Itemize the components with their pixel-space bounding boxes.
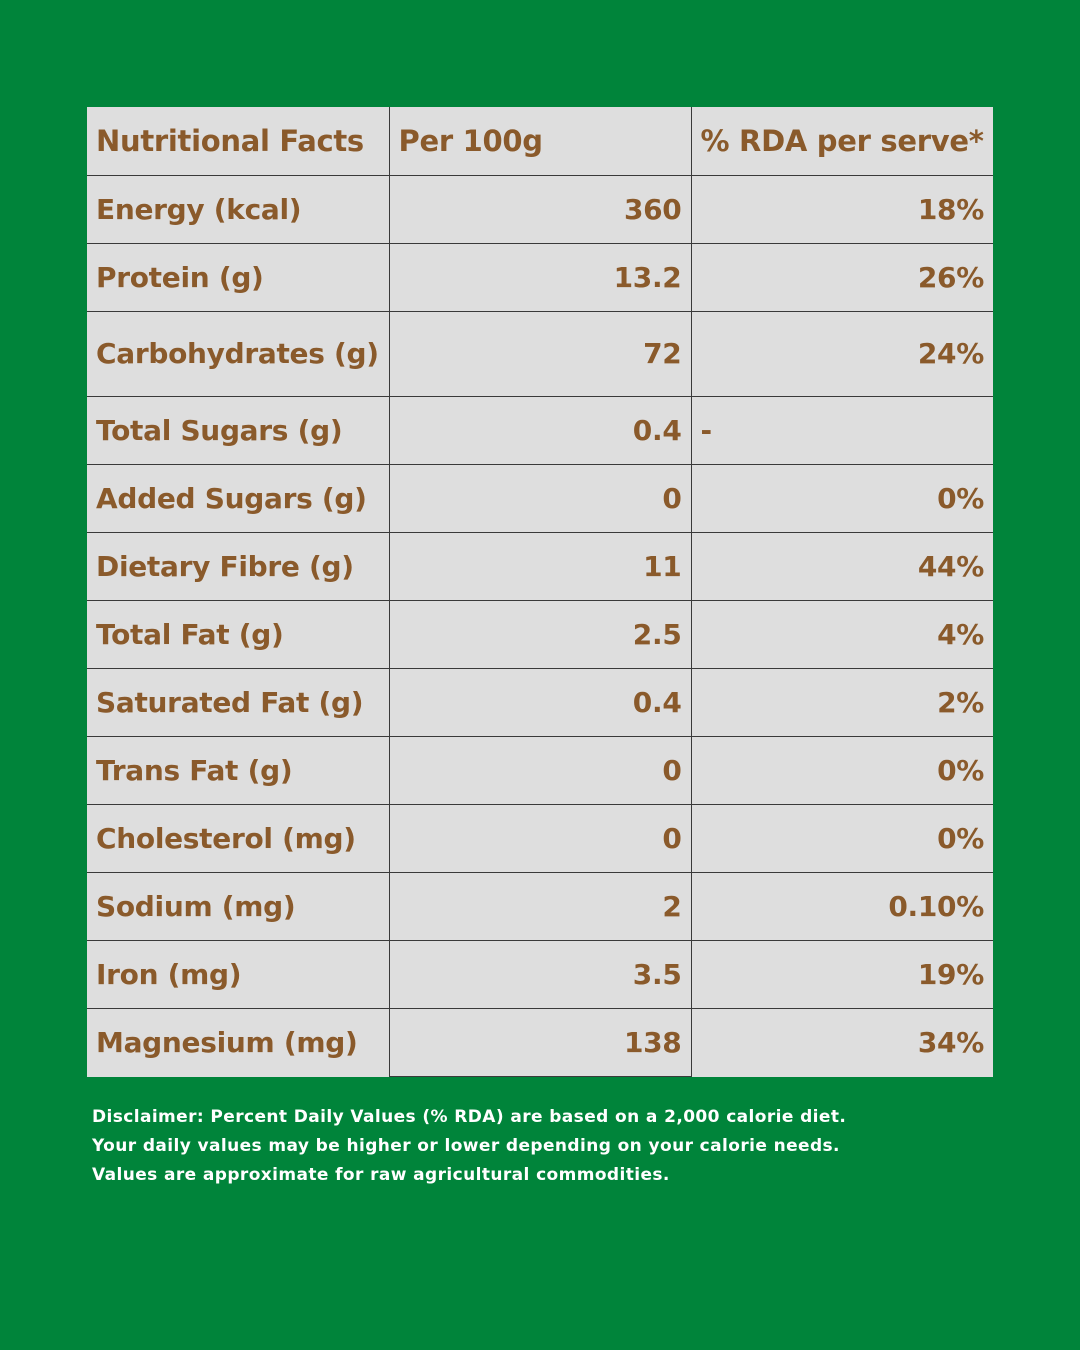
rda-value: 18% bbox=[690, 175, 993, 244]
table-row: Carbohydrates (g) 72 24% bbox=[87, 310, 993, 397]
nutrient-name: Added Sugars (g) bbox=[87, 463, 390, 533]
nutrient-name: Trans Fat (g) bbox=[87, 735, 390, 805]
rda-value: 24% bbox=[690, 310, 993, 397]
per-100g-value: 138 bbox=[388, 1007, 692, 1077]
disclaimer-line: Your daily values may be higher or lower… bbox=[92, 1136, 840, 1156]
table-row: Total Fat (g) 2.5 4% bbox=[87, 599, 993, 669]
table-row: Energy (kcal) 360 18% bbox=[87, 175, 993, 244]
rda-value: 34% bbox=[690, 1007, 993, 1076]
per-100g-value: 0.4 bbox=[388, 395, 692, 465]
rda-value: 0% bbox=[690, 803, 993, 873]
nutrition-table: Nutritional Facts Per 100g % RDA per ser… bbox=[87, 107, 993, 1077]
rda-value: 4% bbox=[690, 599, 993, 669]
nutrient-name: Cholesterol (mg) bbox=[87, 803, 390, 873]
rda-value: 0.10% bbox=[690, 871, 993, 941]
nutrient-name: Total Fat (g) bbox=[87, 599, 390, 669]
rda-value: 2% bbox=[690, 667, 993, 737]
nutrient-name: Carbohydrates (g) bbox=[87, 310, 390, 397]
nutrient-name: Saturated Fat (g) bbox=[87, 667, 390, 737]
per-100g-value: 2.5 bbox=[388, 599, 692, 669]
per-100g-value: 0 bbox=[388, 803, 692, 873]
table-row: Saturated Fat (g) 0.4 2% bbox=[87, 667, 993, 737]
per-100g-value: 3.5 bbox=[388, 939, 692, 1009]
per-100g-value: 0 bbox=[388, 735, 692, 805]
table-row: Added Sugars (g) 0 0% bbox=[87, 463, 993, 533]
table-row: Iron (mg) 3.5 19% bbox=[87, 939, 993, 1009]
table-row: Sodium (mg) 2 0.10% bbox=[87, 871, 993, 941]
rda-value: 44% bbox=[690, 531, 993, 601]
nutrition-table-panel: Nutritional Facts Per 100g % RDA per ser… bbox=[87, 107, 993, 1077]
header-nutritional-facts: Nutritional Facts bbox=[87, 107, 390, 176]
nutrient-name: Dietary Fibre (g) bbox=[87, 531, 390, 601]
nutrient-name: Total Sugars (g) bbox=[87, 395, 390, 465]
per-100g-value: 360 bbox=[388, 175, 692, 244]
per-100g-value: 11 bbox=[388, 531, 692, 601]
disclaimer: Disclaimer: Percent Daily Values (% RDA)… bbox=[92, 1103, 992, 1190]
rda-value: 19% bbox=[690, 939, 993, 1009]
table-row: Protein (g) 13.2 26% bbox=[87, 242, 993, 312]
table-header-row: Nutritional Facts Per 100g % RDA per ser… bbox=[87, 107, 993, 176]
per-100g-value: 2 bbox=[388, 871, 692, 941]
table-row: Dietary Fibre (g) 11 44% bbox=[87, 531, 993, 601]
rda-value: - bbox=[690, 395, 993, 465]
disclaimer-line: Values are approximate for raw agricultu… bbox=[92, 1165, 670, 1185]
rda-value: 0% bbox=[690, 735, 993, 805]
nutrient-name: Magnesium (mg) bbox=[87, 1007, 390, 1076]
disclaimer-line: Disclaimer: Percent Daily Values (% RDA)… bbox=[92, 1107, 847, 1127]
rda-value: 26% bbox=[690, 242, 993, 312]
per-100g-value: 0 bbox=[388, 463, 692, 533]
per-100g-value: 13.2 bbox=[388, 242, 692, 312]
nutrient-name: Iron (mg) bbox=[87, 939, 390, 1009]
per-100g-value: 72 bbox=[388, 310, 692, 397]
header-per-100g: Per 100g bbox=[388, 107, 692, 176]
table-row: Total Sugars (g) 0.4 - bbox=[87, 395, 993, 465]
rda-value: 0% bbox=[690, 463, 993, 533]
per-100g-value: 0.4 bbox=[388, 667, 692, 737]
header-rda-per-serve: % RDA per serve* bbox=[690, 107, 993, 176]
table-row: Cholesterol (mg) 0 0% bbox=[87, 803, 993, 873]
table-row: Magnesium (mg) 138 34% bbox=[87, 1007, 993, 1077]
table-row: Trans Fat (g) 0 0% bbox=[87, 735, 993, 805]
nutrient-name: Sodium (mg) bbox=[87, 871, 390, 941]
nutrient-name: Protein (g) bbox=[87, 242, 390, 312]
nutrient-name: Energy (kcal) bbox=[87, 175, 390, 244]
